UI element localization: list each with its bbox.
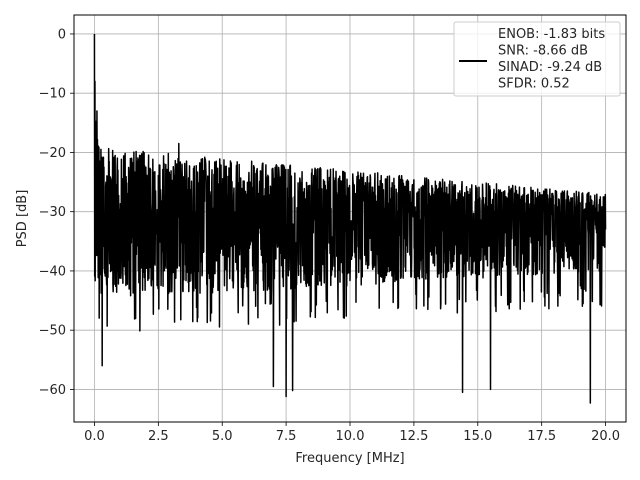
legend-box	[453, 21, 621, 97]
legend-line-sfdr: SFDR: 0.52	[498, 77, 570, 92]
x-tick-label: 2.5	[148, 429, 169, 444]
x-tick-label: 0.0	[84, 429, 105, 444]
x-tick-label: 20.0	[591, 429, 620, 444]
y-tick-label: 0	[58, 27, 66, 42]
legend: ENOB: -1.83 bits SNR: -8.66 dB SINAD: -9…	[453, 21, 621, 97]
y-tick-label: −10	[39, 87, 66, 102]
y-tick-label: −60	[39, 383, 66, 398]
y-axis-label: PSD [dB]	[15, 190, 30, 248]
y-axis-ticks: 0 −10 −20 −30 −40 −50 −60	[39, 27, 74, 398]
x-tick-label: 10.0	[336, 429, 365, 444]
series-layer	[93, 33, 607, 404]
legend-line-enob: ENOB: -1.83 bits	[498, 27, 605, 42]
x-tick-label: 5.0	[212, 429, 233, 444]
x-tick-label: 15.0	[463, 429, 492, 444]
y-tick-label: −20	[39, 146, 66, 161]
legend-line-sinad: SINAD: -9.24 dB	[498, 60, 602, 75]
y-tick-label: −40	[39, 264, 66, 279]
x-tick-label: 17.5	[527, 429, 556, 444]
x-axis-ticks: 0.0 2.5 5.0 7.5 10.0 12.5 15.0 17.5 20.0	[84, 422, 620, 444]
x-axis-label: Frequency [MHz]	[295, 451, 404, 466]
y-tick-label: −30	[39, 205, 66, 220]
y-tick-label: −50	[39, 324, 66, 339]
x-tick-label: 7.5	[276, 429, 297, 444]
x-tick-label: 12.5	[399, 429, 428, 444]
psd-series-line	[93, 33, 607, 404]
legend-line-snr: SNR: -8.66 dB	[498, 44, 588, 59]
